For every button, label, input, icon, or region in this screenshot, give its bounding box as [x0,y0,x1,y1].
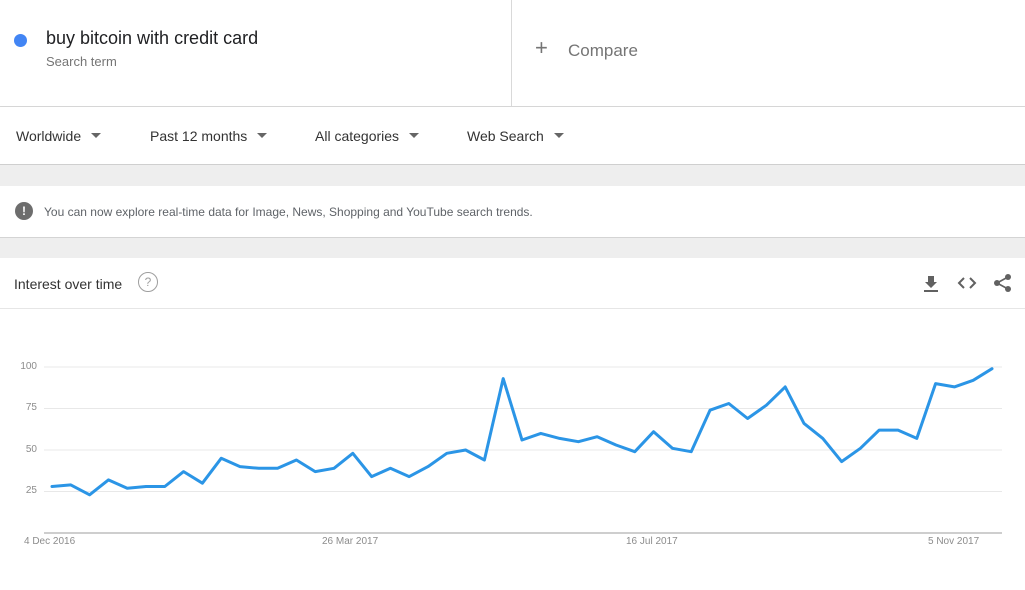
download-icon[interactable] [920,272,942,294]
share-icon[interactable] [992,272,1014,294]
caret-down-icon [553,132,564,138]
info-icon: ! [15,202,33,220]
search-term-text[interactable]: buy bitcoin with credit card [46,28,259,48]
y-tick-label: 50 [25,444,37,455]
separator-band [0,165,1025,186]
chart-series [50,367,994,497]
y-tick-label: 100 [20,361,37,372]
interest-over-time-card [0,258,1025,590]
compare-label[interactable]: Compare [568,41,638,60]
search-term-subtitle: Search term [46,54,117,69]
filter-property-label: Web Search [467,128,544,144]
y-tick-label: 25 [25,485,37,496]
x-tick-label: 4 Dec 2016 [24,536,76,547]
term-color-dot [14,34,27,47]
help-icon[interactable]: ? [138,272,158,292]
embed-icon[interactable] [956,272,978,294]
x-tick-label: 26 Mar 2017 [322,536,379,547]
chart-gridlines [44,366,1002,534]
filter-category-dropdown[interactable]: All categories [315,128,420,144]
card-title: Interest over time [14,276,123,292]
search-term-bar [0,0,1025,107]
filter-property-dropdown[interactable]: Web Search [467,128,564,144]
caret-down-icon [409,132,420,138]
filter-bar [0,107,1025,165]
filter-region-dropdown[interactable]: Worldwide [16,128,102,144]
card-divider [0,308,1025,309]
x-tick-label: 16 Jul 2017 [626,536,678,547]
filter-time-label: Past 12 months [150,128,248,144]
x-tick-label: 5 Nov 2017 [928,536,980,547]
filter-region-label: Worldwide [16,128,82,144]
filter-category-label: All categories [315,128,400,144]
plus-icon[interactable]: + [535,35,548,60]
notice-text: You can now explore real-time data for I… [44,205,533,219]
caret-down-icon [91,132,102,138]
filter-time-dropdown[interactable]: Past 12 months [150,128,268,144]
separator-band [0,238,1025,258]
notice-banner [0,186,1025,238]
series-line [50,367,994,497]
caret-down-icon [257,132,268,138]
y-tick-label: 75 [25,402,37,413]
search-term-card[interactable] [0,0,512,106]
